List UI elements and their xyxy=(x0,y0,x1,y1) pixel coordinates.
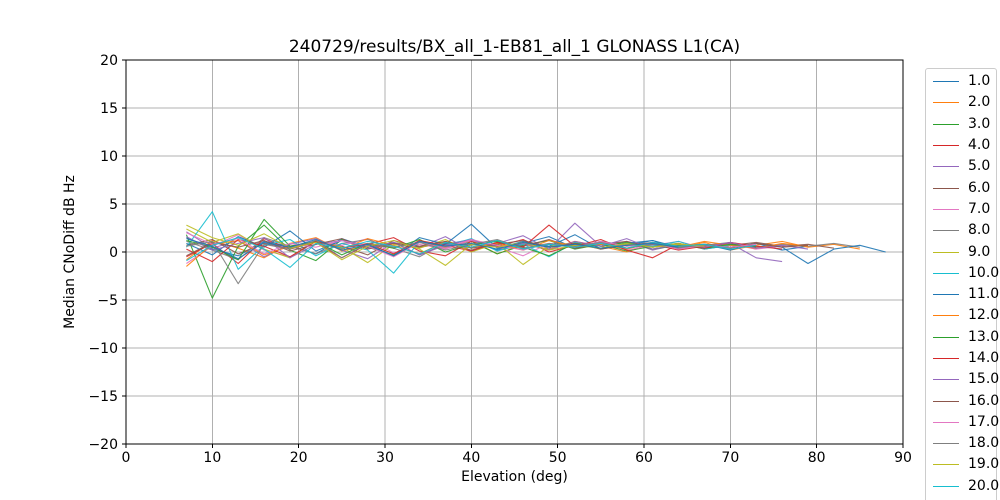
legend-label: 20.0 xyxy=(968,477,1000,494)
legend-label: 2.0 xyxy=(968,94,991,111)
y-tick-label: 5 xyxy=(109,197,118,213)
legend-item-4.0: 4.0 xyxy=(926,135,996,156)
legend-line-sample xyxy=(933,358,959,359)
legend-label: 14.0 xyxy=(968,350,1000,366)
legend-line-sample xyxy=(933,102,959,104)
legend: 1.0 2.0 3.0 4.0 5.0 6.0 7.0 8.0 9.0 10.0 11.0 12.0 1… xyxy=(925,68,1000,500)
legend-label: 1.0 xyxy=(968,73,991,90)
legend-item-20.0: 20.0 xyxy=(926,476,1000,497)
legend-line-sample xyxy=(933,336,959,338)
y-tick-label: 0 xyxy=(109,245,118,261)
legend-item-3.0: 3.0 xyxy=(926,114,996,135)
series-line-20.0 xyxy=(186,237,757,268)
y-tick-label: −15 xyxy=(88,389,118,405)
y-tick-label: −20 xyxy=(88,437,118,453)
y-tick-label: 20 xyxy=(100,53,118,69)
legend-line-sample xyxy=(933,464,959,466)
y-tick-label: −5 xyxy=(97,293,118,309)
x-tick-label: 50 xyxy=(549,450,567,466)
legend-label: 19.0 xyxy=(968,456,1000,473)
y-tick-label: −10 xyxy=(88,341,118,357)
legend-item-9.0: 9.0 xyxy=(926,241,996,262)
legend-item-18.0: 18.0 xyxy=(926,433,1000,454)
legend-line-sample xyxy=(933,208,959,210)
legend-item-16.0: 16.0 xyxy=(926,390,1000,411)
legend-item-12.0: 12.0 xyxy=(926,305,1000,326)
legend-label: 11.0 xyxy=(968,286,1000,303)
legend-label: 4.0 xyxy=(968,137,991,154)
x-tick-label: 40 xyxy=(462,450,480,466)
legend-item-7.0: 7.0 xyxy=(926,199,996,220)
legend-label: 3.0 xyxy=(968,115,991,132)
x-tick-label: 20 xyxy=(290,450,308,466)
legend-line-sample xyxy=(933,443,959,445)
legend-line-sample xyxy=(933,145,959,147)
legend-line-sample xyxy=(933,272,959,274)
legend-label: 17.0 xyxy=(968,413,1000,430)
legend-item-10.0: 10.0 xyxy=(926,263,1000,284)
y-axis-label: Median CNoDiff dB Hz xyxy=(62,175,78,329)
legend-item-14.0: 14.0 xyxy=(926,348,1000,369)
legend-line-sample xyxy=(933,187,959,189)
legend-label: 5.0 xyxy=(968,158,991,175)
legend-label: 9.0 xyxy=(968,243,991,260)
x-tick-label: 70 xyxy=(721,450,739,466)
x-tick-label: 0 xyxy=(122,450,131,466)
legend-line-sample xyxy=(933,400,959,402)
y-tick-label: 10 xyxy=(100,149,118,165)
legend-label: 18.0 xyxy=(968,435,1000,452)
legend-item-19.0: 19.0 xyxy=(926,454,1000,475)
legend-item-1.0: 1.0 xyxy=(926,71,996,92)
legend-item-11.0: 11.0 xyxy=(926,284,1000,305)
legend-line-sample xyxy=(933,485,959,487)
legend-line-sample xyxy=(933,315,959,317)
legend-item-15.0: 15.0 xyxy=(926,369,1000,390)
legend-item-8.0: 8.0 xyxy=(926,220,996,241)
legend-label: 10.0 xyxy=(968,264,1000,281)
x-tick-label: 30 xyxy=(376,450,394,466)
y-tick-label: 15 xyxy=(100,101,118,117)
legend-item-2.0: 2.0 xyxy=(926,92,996,113)
legend-line-sample xyxy=(933,123,959,125)
legend-label: 7.0 xyxy=(968,200,991,217)
legend-label: 16.0 xyxy=(968,392,1000,409)
legend-label: 12.0 xyxy=(968,307,1000,324)
x-tick-label: 10 xyxy=(203,450,221,466)
legend-line-sample xyxy=(933,251,959,253)
legend-label: 15.0 xyxy=(968,371,1000,388)
legend-line-sample xyxy=(933,294,959,296)
legend-line-sample xyxy=(933,379,959,381)
series-line-21.0 xyxy=(186,238,679,260)
legend-item-5.0: 5.0 xyxy=(926,156,996,177)
legend-item-6.0: 6.0 xyxy=(926,177,996,198)
legend-item-13.0: 13.0 xyxy=(926,327,1000,348)
series-line-18.0 xyxy=(186,238,731,285)
x-tick-label: 60 xyxy=(635,450,653,466)
legend-line-sample xyxy=(933,166,959,168)
x-axis-label: Elevation (deg) xyxy=(461,469,568,485)
legend-label: 8.0 xyxy=(968,222,991,239)
x-tick-label: 90 xyxy=(894,450,912,466)
legend-line-sample xyxy=(933,81,959,83)
legend-label: 6.0 xyxy=(968,179,991,196)
legend-item-17.0: 17.0 xyxy=(926,412,1000,433)
x-tick-label: 80 xyxy=(808,450,826,466)
legend-line-sample xyxy=(933,230,959,232)
series-line-19.0 xyxy=(186,224,705,266)
legend-line-sample xyxy=(933,421,959,423)
legend-label: 13.0 xyxy=(968,328,1000,345)
chart-title: 240729/results/BX_all_1-EB81_all_1 GLONA… xyxy=(288,37,741,57)
